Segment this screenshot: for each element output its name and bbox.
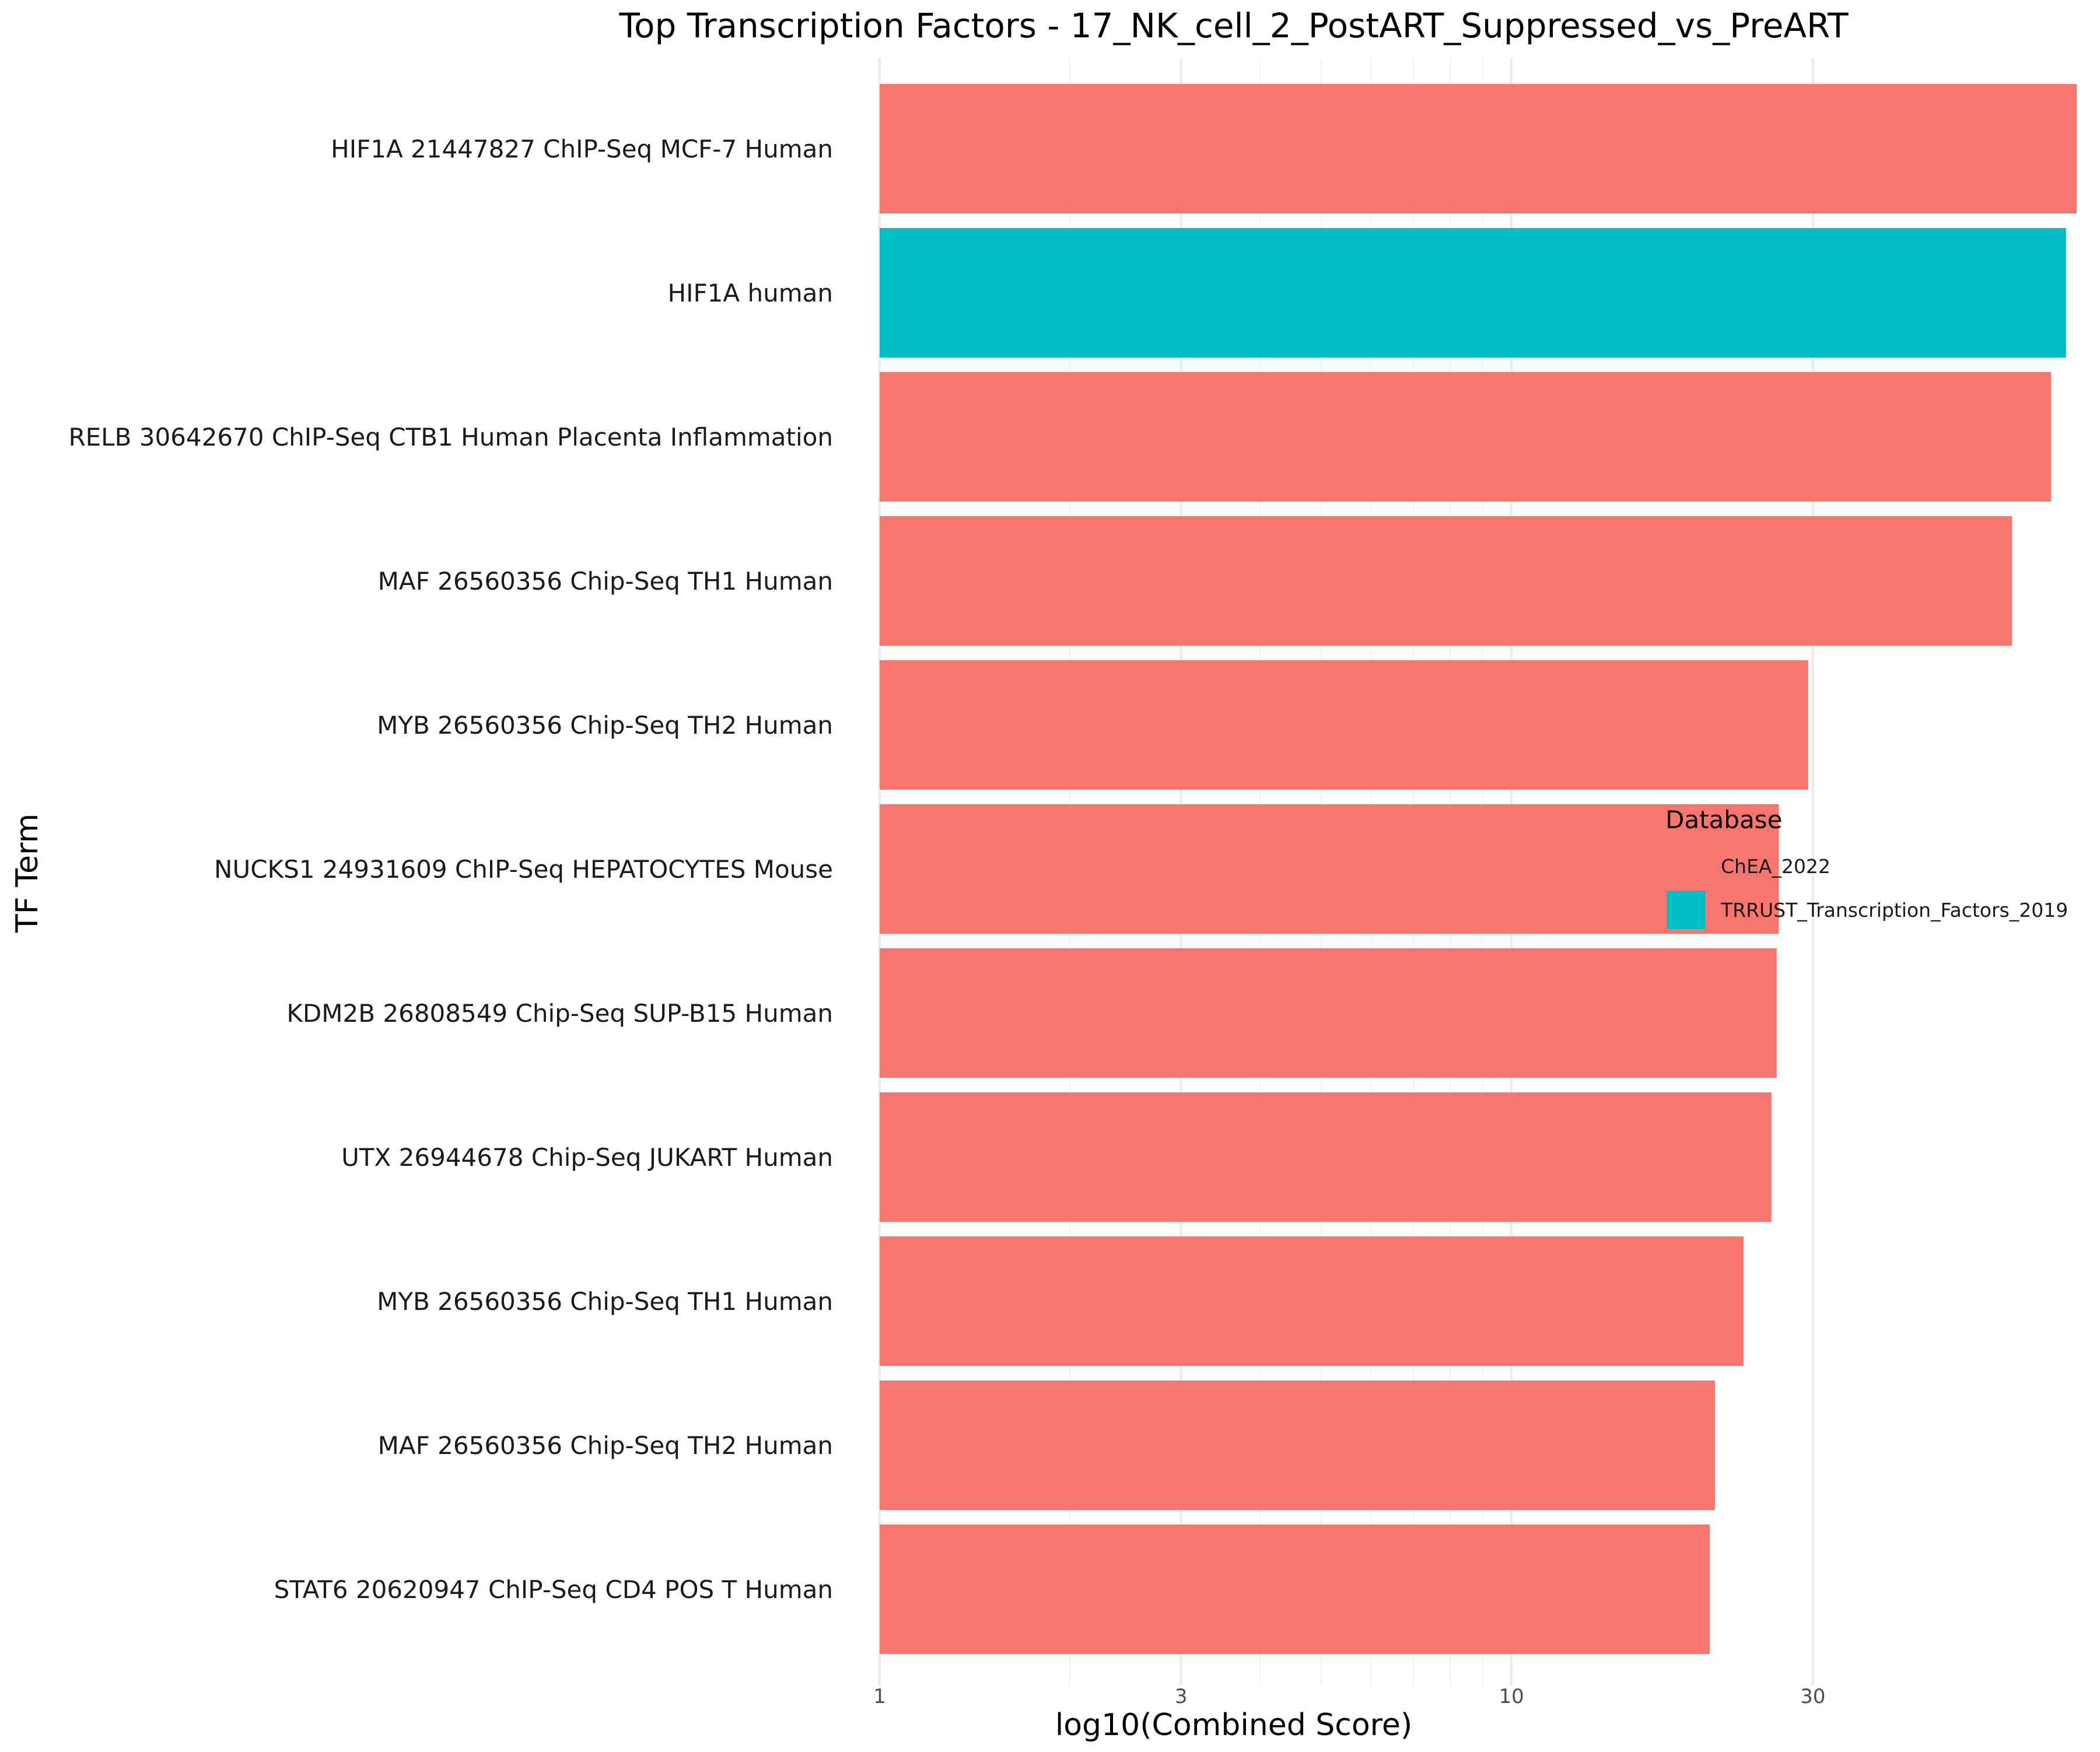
bar [880, 1525, 1710, 1654]
y-tick-label: MAF 26560356 Chip-Seq TH2 Human [378, 1431, 833, 1460]
bars [880, 84, 2077, 1654]
x-tick-labels: 1 3 10 30 [873, 1685, 1825, 1708]
legend-swatch [1667, 847, 1705, 885]
bar [880, 1092, 1772, 1222]
bar [880, 660, 1808, 790]
legend-label: ChEA_2022 [1721, 855, 1831, 878]
y-tick-label: MYB 26560356 Chip-Seq TH2 Human [377, 711, 833, 740]
bar [880, 948, 1777, 1078]
y-tick-label: STAT6 20620947 ChIP-Seq CD4 POS T Human [274, 1575, 833, 1604]
chart-title: Top Transcription Factors - 17_NK_cell_2… [618, 6, 1849, 45]
legend-label: TRRUST_Transcription_Factors_2019 [1720, 899, 2068, 921]
y-tick-label: MYB 26560356 Chip-Seq TH1 Human [377, 1287, 833, 1316]
bar [880, 228, 2066, 358]
y-axis-title: TF Term [10, 814, 45, 933]
y-tick-label: NUCKS1 24931609 ChIP-Seq HEPATOCYTES Mou… [214, 855, 833, 884]
y-tick-label: RELB 30642670 ChIP-Seq CTB1 Human Placen… [68, 423, 833, 451]
x-tick-label: 3 [1175, 1685, 1188, 1708]
y-tick-label: MAF 26560356 Chip-Seq TH1 Human [378, 567, 833, 595]
y-tick-label: UTX 26944678 Chip-Seq JUKART Human [341, 1143, 833, 1172]
y-tick-label: KDM2B 26808549 Chip-Seq SUP-B15 Human [286, 999, 833, 1028]
bar [880, 84, 2077, 213]
x-axis-title: log10(Combined Score) [1055, 1708, 1412, 1743]
legend-title: Database [1665, 805, 1782, 834]
bar [880, 516, 2013, 646]
bar [880, 1236, 1744, 1366]
legend-swatch [1667, 891, 1705, 929]
x-tick-label: 30 [1800, 1685, 1825, 1708]
y-tick-label: HIF1A human [668, 279, 833, 307]
x-tick-label: 10 [1499, 1685, 1524, 1708]
bar [880, 804, 1779, 934]
y-tick-label: HIF1A 21447827 ChIP-Seq MCF-7 Human [331, 135, 833, 163]
y-tick-labels: HIF1A 21447827 ChIP-Seq MCF-7 Human HIF1A… [68, 135, 833, 1604]
legend: Database ChEA_2022 TRRUST_Transcription_F… [1665, 805, 2068, 929]
x-tick-label: 1 [873, 1685, 886, 1708]
bar [880, 372, 2052, 502]
legend-entries: ChEA_2022 TRRUST_Transcription_Factors_20… [1667, 847, 2068, 929]
bar [880, 1380, 1715, 1510]
